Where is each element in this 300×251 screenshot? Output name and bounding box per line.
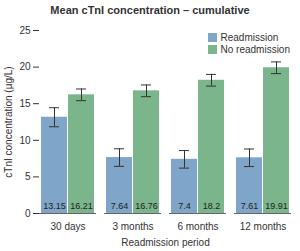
- svg-text:5: 5: [25, 171, 31, 182]
- svg-text:7.61: 7.61: [241, 201, 259, 211]
- svg-text:20: 20: [19, 61, 31, 72]
- svg-text:25: 25: [19, 25, 31, 36]
- svg-text:18.2: 18.2: [203, 201, 221, 211]
- html-text:Mean cTnI concentration – cumu: Mean cTnI concentration – cumulative: [50, 4, 250, 16]
- svg-text:12 months: 12 months: [240, 221, 287, 232]
- svg-text:cTnI concentration (µg/L): cTnI concentration (µg/L): [3, 66, 14, 177]
- svg-text:30 days: 30 days: [50, 221, 85, 232]
- svg-text:6 months: 6 months: [177, 221, 218, 232]
- svg-text:Readmission period: Readmission period: [121, 237, 209, 248]
- html-text:Readmission: Readmission: [220, 31, 279, 43]
- svg-text:10: 10: [19, 135, 31, 146]
- svg-text:19.91: 19.91: [265, 201, 288, 211]
- svg-text:15: 15: [19, 98, 31, 109]
- svg-text:16.76: 16.76: [135, 201, 158, 211]
- svg-text:0: 0: [25, 208, 31, 219]
- svg-text:13.15: 13.15: [43, 201, 66, 211]
- html-text:No readmission: No readmission: [220, 43, 290, 55]
- svg-text:3 months: 3 months: [112, 221, 153, 232]
- svg-text:7.64: 7.64: [111, 201, 129, 211]
- svg-text:7.4: 7.4: [178, 201, 191, 211]
- svg-text:16.21: 16.21: [70, 201, 93, 211]
